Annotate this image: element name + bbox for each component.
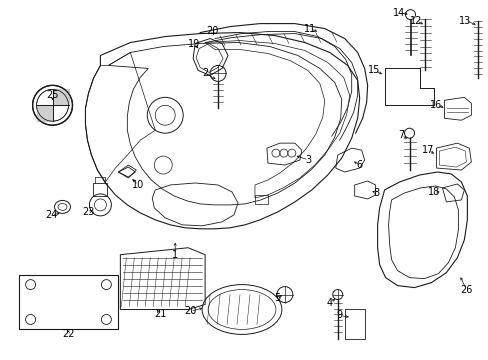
Text: 20: 20 [183,306,196,316]
Text: 1: 1 [172,250,178,260]
Text: 10: 10 [132,180,144,190]
Text: 12: 12 [409,15,422,26]
Text: 23: 23 [82,207,95,217]
Text: 25: 25 [46,90,59,100]
Text: 26: 26 [459,284,471,294]
Text: 22: 22 [62,329,75,339]
Text: 16: 16 [429,100,442,110]
Text: 9: 9 [336,310,342,320]
Text: 13: 13 [458,15,470,26]
Text: 4: 4 [326,297,332,307]
Text: 6: 6 [356,160,362,170]
Text: 21: 21 [154,310,166,319]
Text: 11: 11 [303,24,315,33]
Text: 14: 14 [393,8,405,18]
Text: 17: 17 [422,145,434,155]
Text: 18: 18 [427,187,440,197]
Text: 7: 7 [398,130,404,140]
Text: 5: 5 [273,293,280,302]
Text: 19: 19 [187,39,200,49]
Text: 3: 3 [305,155,311,165]
Text: 2: 2 [202,68,208,78]
Text: 24: 24 [45,210,58,220]
Text: 8: 8 [373,188,379,198]
Text: 15: 15 [367,66,380,76]
Text: 20: 20 [205,26,218,36]
